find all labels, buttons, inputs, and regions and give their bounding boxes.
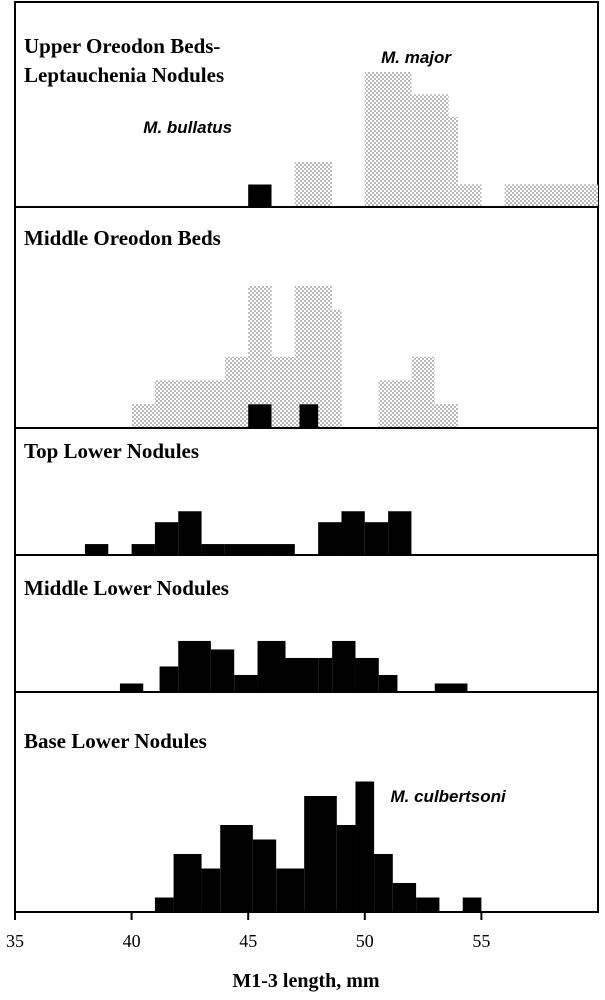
stipple-bar-3	[178, 380, 225, 428]
solid-bar-2	[299, 404, 319, 428]
solid-bar-4	[220, 825, 253, 912]
x-axis-label: M1-3 length, mm	[232, 970, 380, 992]
panel-title: Middle Oreodon Beds	[24, 226, 221, 250]
stipple-bar-4	[224, 356, 249, 428]
stipple-bar-9	[378, 380, 389, 428]
stipple-bar-1	[131, 404, 155, 428]
x-tick-label: 45	[239, 931, 257, 951]
solid-bar-9	[355, 781, 375, 912]
solid-bar-6	[276, 868, 305, 912]
species-label: M. culbertsoni	[391, 787, 508, 806]
stipple-bar-2	[294, 162, 333, 207]
solid-bar-10	[374, 854, 393, 912]
solid-bar-4	[178, 511, 202, 555]
species-label: M. major	[381, 48, 452, 67]
x-tick-label: 35	[6, 931, 24, 951]
solid-bar-11	[392, 883, 417, 912]
panel-title: Middle Lower Nodules	[24, 576, 229, 600]
solid-bar-5	[234, 674, 258, 692]
x-tick-label: 40	[123, 931, 141, 951]
stipple-bar-6	[271, 356, 295, 428]
panel-1: Upper Oreodon Beds- Leptauchenia Nodules M…	[24, 34, 598, 207]
stipple-bar-7	[504, 184, 598, 207]
solid-bar-3	[154, 522, 179, 555]
x-tick-label: 50	[356, 931, 374, 951]
panel-3: Top Lower Nodules	[15, 427, 598, 555]
species-label: M. bullatus	[143, 118, 232, 137]
solid-bar-8	[336, 825, 356, 912]
panel-title: Leptauchenia Nodules	[24, 63, 224, 87]
solid-bar-1	[84, 544, 109, 555]
stipple-bar-3	[364, 72, 412, 207]
solid-bar-1	[154, 897, 174, 912]
x-tick-label: 55	[472, 931, 490, 951]
solid-bar-2	[131, 544, 155, 555]
solid-bar-10	[364, 522, 389, 555]
solid-bar-2	[159, 666, 179, 692]
stipple-bar-5	[448, 117, 459, 207]
solid-bar-6	[224, 544, 272, 555]
solid-bar-3	[178, 640, 211, 692]
panel-title: Upper Oreodon Beds-	[24, 34, 220, 58]
solid-bar-12	[434, 683, 468, 692]
solid-bar-7	[271, 544, 295, 555]
panel-5: Base Lower Nodules M. culbertsoni	[15, 691, 598, 912]
solid-bar-9	[341, 511, 365, 555]
solid-bar-2	[173, 854, 202, 912]
solid-bar-8	[318, 522, 342, 555]
solid-bar-7	[285, 657, 319, 692]
stipple-bar-12	[434, 404, 459, 428]
solid-bar-13	[462, 897, 482, 912]
stipple-bar-4	[411, 94, 449, 207]
stipple-bar-8	[332, 309, 342, 428]
solid-bar-6	[257, 640, 286, 692]
stipple-bar-6	[458, 184, 482, 207]
solid-bar-1	[248, 404, 272, 428]
solid-bar-8	[318, 657, 333, 692]
stipple-bar-11	[411, 356, 435, 428]
panel-2: Middle Oreodon Beds	[15, 206, 598, 428]
panel-title: Base Lower Nodules	[24, 729, 207, 753]
panel-title: Top Lower Nodules	[24, 439, 199, 463]
solid-bar-5	[201, 544, 225, 555]
solid-bar-11	[378, 674, 398, 692]
panel-4: Middle Lower Nodules	[15, 554, 598, 692]
solid-bar-9	[332, 640, 356, 692]
solid-bar-3	[201, 868, 221, 912]
stipple-bar-5	[248, 285, 272, 428]
solid-bar-11	[388, 511, 412, 555]
stipple-bar-2	[154, 380, 179, 428]
solid-bar-4	[210, 649, 235, 692]
solid-bar-7	[304, 796, 337, 912]
stipple-bar-7	[294, 285, 333, 428]
solid-bar-5	[252, 839, 277, 912]
solid-bar-12	[416, 897, 440, 912]
solid-bar-10	[355, 657, 379, 692]
solid-bar-1	[248, 184, 272, 207]
stipple-bar-10	[388, 380, 412, 428]
solid-bar-1	[119, 683, 144, 692]
